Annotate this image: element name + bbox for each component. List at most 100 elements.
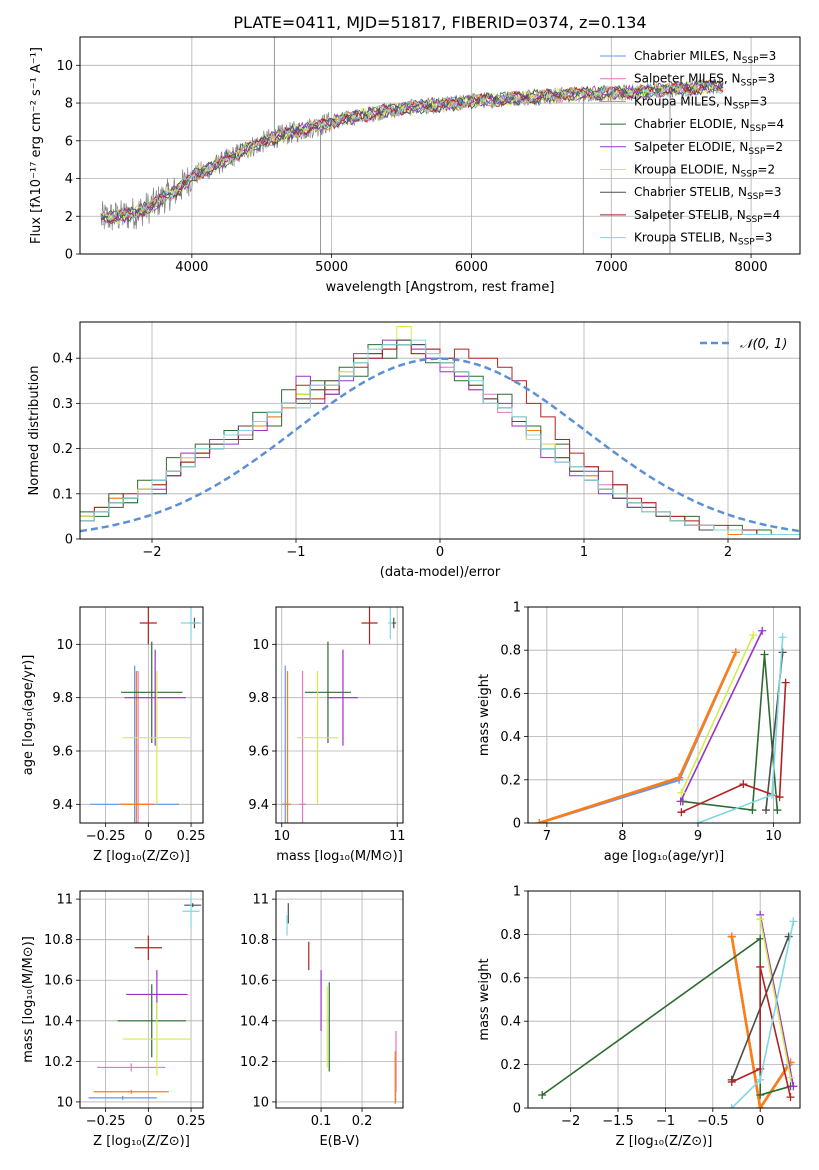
spectrum-plot-area: [100, 37, 724, 254]
model-spectrum-salpeter-elodie: [100, 80, 724, 224]
weight-line: [680, 634, 754, 794]
y-tick-label: 9.8: [52, 691, 73, 706]
weight-line: [730, 936, 792, 1108]
y-axis-label: age [log₁₀(age/yr)]: [21, 655, 36, 776]
weight-marker: [756, 962, 765, 971]
chart-title: PLATE=0411, MJD=51817, FIBERID=0374, z=0…: [233, 13, 646, 32]
errorbar-kroupa-stelib: [387, 607, 393, 639]
errorbar-salpeter-miles: [97, 1063, 166, 1072]
y-axis-label: mass [log₁₀(M/M⊙)]: [21, 936, 36, 1063]
model-spectrum-kroupa-miles: [100, 79, 724, 226]
x-tick-label: 6000: [455, 260, 488, 275]
y-tick-label: 10.6: [44, 974, 73, 989]
errorbar-kroupa-miles: [93, 1089, 169, 1094]
x-axis-label: wavelength [Angstrom, rest frame]: [326, 280, 555, 295]
weight-marker: [538, 1090, 547, 1099]
weight_vs_Z-axes: −2 −1.5 −1 −0.5 0 0 0.2 0.4 0.6 0.8 1 Z [log₁₀(Z/Z⊙…: [477, 885, 801, 1149]
weight-marker: [694, 819, 702, 823]
weight-marker: [727, 1077, 736, 1086]
weight-marker: [760, 650, 769, 659]
errorbar-kroupa-stelib: [180, 607, 202, 639]
age_vs_Z-axes: −0.25 0 0.25 9.4 9.6 9.8 10 Z [log₁₀(Z/Z⊙)] age …: [21, 606, 206, 864]
weight-marker: [773, 806, 782, 815]
x-tick-label: −1: [286, 545, 305, 560]
y-tick-label: 0.6: [500, 687, 521, 702]
weight-marker: [731, 648, 740, 657]
weight-marker: [786, 1093, 795, 1102]
age_vs_Z-plot-area: [90, 607, 202, 823]
weight_vs_age-panel: [528, 606, 800, 824]
weight-marker: [768, 790, 777, 799]
spectrum-legend: Chabrier MILES, NSSP=3 Salpeter MILES, NS…: [600, 49, 784, 248]
y-tick-label: 6: [65, 134, 73, 149]
age_vs_mass-plot-area: [281, 607, 397, 823]
y-tick-label: 10: [56, 638, 73, 653]
weight-marker: [784, 932, 793, 941]
weight-marker: [781, 678, 790, 687]
weight-series-kroupa-elodie: [756, 915, 795, 1082]
weight-line: [759, 919, 792, 1078]
y-tick-label: 2: [65, 210, 73, 225]
x-tick-label: 9: [694, 829, 702, 844]
weight-series-salpeter-miles: [727, 932, 795, 1108]
x-axis-label: E(B-V): [319, 1134, 359, 1149]
x-tick-label: 0.2: [352, 1114, 373, 1129]
weight-marker: [789, 1082, 798, 1091]
errorbar-salpeter-elodie: [124, 649, 186, 746]
weight-marker: [727, 932, 736, 941]
errorbar-salpeter-stelib: [361, 607, 378, 645]
y-tick-label: 10.8: [44, 933, 73, 948]
errorbar-chabrier-stelib: [184, 903, 202, 908]
weight-line: [682, 654, 779, 811]
weight-series-kroupa-miles: [727, 932, 795, 1108]
weight-marker: [778, 648, 787, 657]
y-tick-label: 10.2: [240, 1055, 269, 1070]
weight-series-salpeter-stelib: [727, 962, 795, 1102]
legend-entry: 𝒩(0, 1): [740, 337, 787, 352]
legend-entry: Kroupa MILES, NSSP=3: [634, 94, 767, 111]
errorbar-salpeter-miles: [299, 671, 307, 823]
axes-frame: [79, 606, 204, 824]
x-tick-label: 0: [756, 1114, 764, 1129]
weight-series-salpeter-stelib: [677, 678, 790, 817]
weight-series-kroupa-elodie: [677, 631, 758, 797]
x-tick-label: 11: [389, 829, 406, 844]
y-tick-label: 10: [56, 59, 73, 74]
axes-frame: [527, 606, 801, 824]
weight-marker: [756, 1104, 765, 1108]
x-tick-label: 10: [273, 829, 290, 844]
errorbar-salpeter-stelib: [139, 607, 157, 645]
y-tick-label: 1: [513, 885, 521, 900]
errorbar-kroupa-miles: [119, 671, 154, 823]
mass_vs_Z-axes: −0.25 0 0.25 10 10.2 10.4 10.6 10.8 11 Z [log₁₀(Z…: [21, 890, 206, 1149]
y-tick-label: 11: [252, 893, 269, 908]
legend-entry: Salpeter ELODIE, NSSP=2: [634, 140, 783, 157]
weight-marker: [535, 819, 544, 823]
weight-marker: [756, 934, 765, 943]
errorbar-chabrier-elodie: [121, 641, 183, 743]
x-tick-label: 0: [144, 829, 152, 844]
x-tick-label: 2: [724, 545, 732, 560]
x-tick-label: −1.5: [602, 1114, 634, 1129]
legend-entry: Chabrier ELODIE, NSSP=4: [634, 117, 784, 134]
x-tick-label: 0: [144, 1114, 152, 1129]
weight-line: [731, 966, 792, 1098]
errorbar-chabrier-elodie: [304, 641, 352, 743]
y-tick-label: 0.4: [52, 352, 73, 367]
weight-marker: [739, 780, 748, 789]
errorbar-kroupa-miles: [284, 671, 292, 823]
y-tick-label: 0.4: [500, 730, 521, 745]
y-tick-label: 10.4: [44, 1014, 73, 1029]
x-tick-label: 7000: [595, 260, 628, 275]
y-tick-label: 0.1: [52, 487, 73, 502]
weight-marker: [778, 633, 787, 642]
legend-entry: Kroupa ELODIE, NSSP=2: [634, 163, 775, 180]
histogram-kroupa-stelib: [80, 339, 800, 535]
legend-entry: Salpeter STELIB, NSSP=4: [634, 208, 780, 225]
y-tick-label: 10: [252, 1095, 269, 1110]
x-tick-label: 0.25: [177, 1114, 206, 1129]
y-tick-label: 10.4: [240, 1014, 269, 1029]
age_vs_mass-axes: 10 11 9.4 9.6 9.8 10 mass [log₁₀(M/M⊙)]: [248, 606, 406, 864]
x-axis-label: Z [log₁₀(Z/Z⊙)]: [93, 849, 190, 864]
weight-marker: [789, 917, 798, 926]
